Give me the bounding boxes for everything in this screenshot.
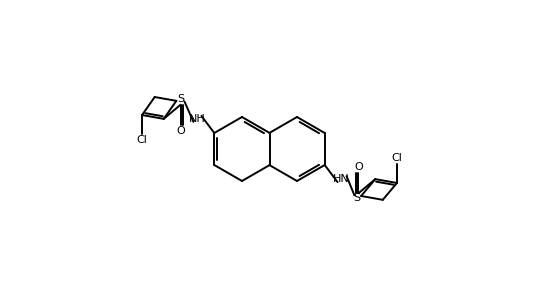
Text: Cl: Cl	[392, 153, 402, 163]
Text: O: O	[354, 162, 363, 173]
Text: Cl: Cl	[137, 135, 147, 145]
Text: NH: NH	[189, 114, 206, 124]
Text: S: S	[354, 193, 361, 203]
Text: O: O	[176, 125, 185, 136]
Text: S: S	[177, 94, 184, 104]
Text: HN: HN	[333, 174, 350, 184]
